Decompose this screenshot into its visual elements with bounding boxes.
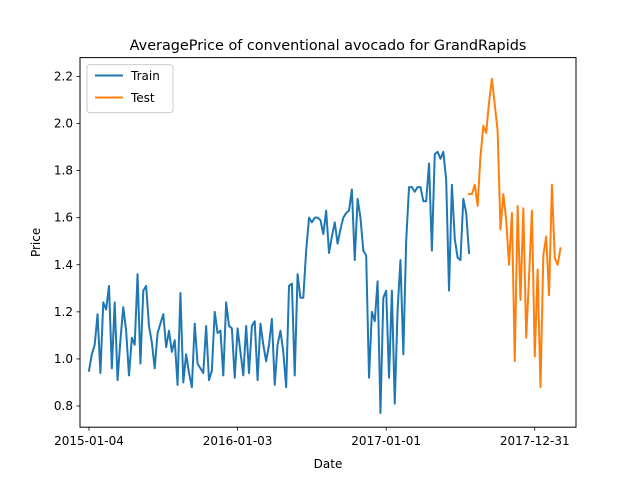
chart-title: AveragePrice of conventional avocado for… [130,38,527,54]
plot-area-frame [79,57,577,428]
y-tick-label: 0.8 [54,399,73,413]
y-tick-label: 1.4 [54,258,73,272]
x-tick-label: 2016-01-03 [203,434,273,448]
y-tick-label: 1.6 [54,211,73,225]
y-tick-label: 1.8 [54,164,73,178]
legend-train-label: Train [130,69,160,83]
x-tick-label: 2017-01-01 [351,434,421,448]
x-tick-label: 2017-12-31 [500,434,570,448]
y-tick-label: 2.0 [54,117,73,131]
series-line-train [87,150,471,415]
y-tick-label: 1.2 [54,305,73,319]
legend: Train Test [86,64,174,114]
y-tick-label: 1.0 [54,352,73,366]
x-axis-ticks: 2015-01-04 2016-01-03 2017-01-01 2017-12-31 [54,427,570,448]
legend-box [86,64,174,114]
y-axis-label: Price [29,228,43,257]
x-tick-label: 2015-01-04 [54,434,124,448]
plot-series [87,77,562,415]
series-line-test [468,77,562,389]
legend-test-label: Test [130,91,155,105]
x-axis-label: Date [314,457,343,471]
y-tick-label: 2.2 [54,69,73,83]
y-axis-ticks: 0.8 1.0 1.2 1.4 1.6 1.8 2.0 2.2 [54,69,80,413]
